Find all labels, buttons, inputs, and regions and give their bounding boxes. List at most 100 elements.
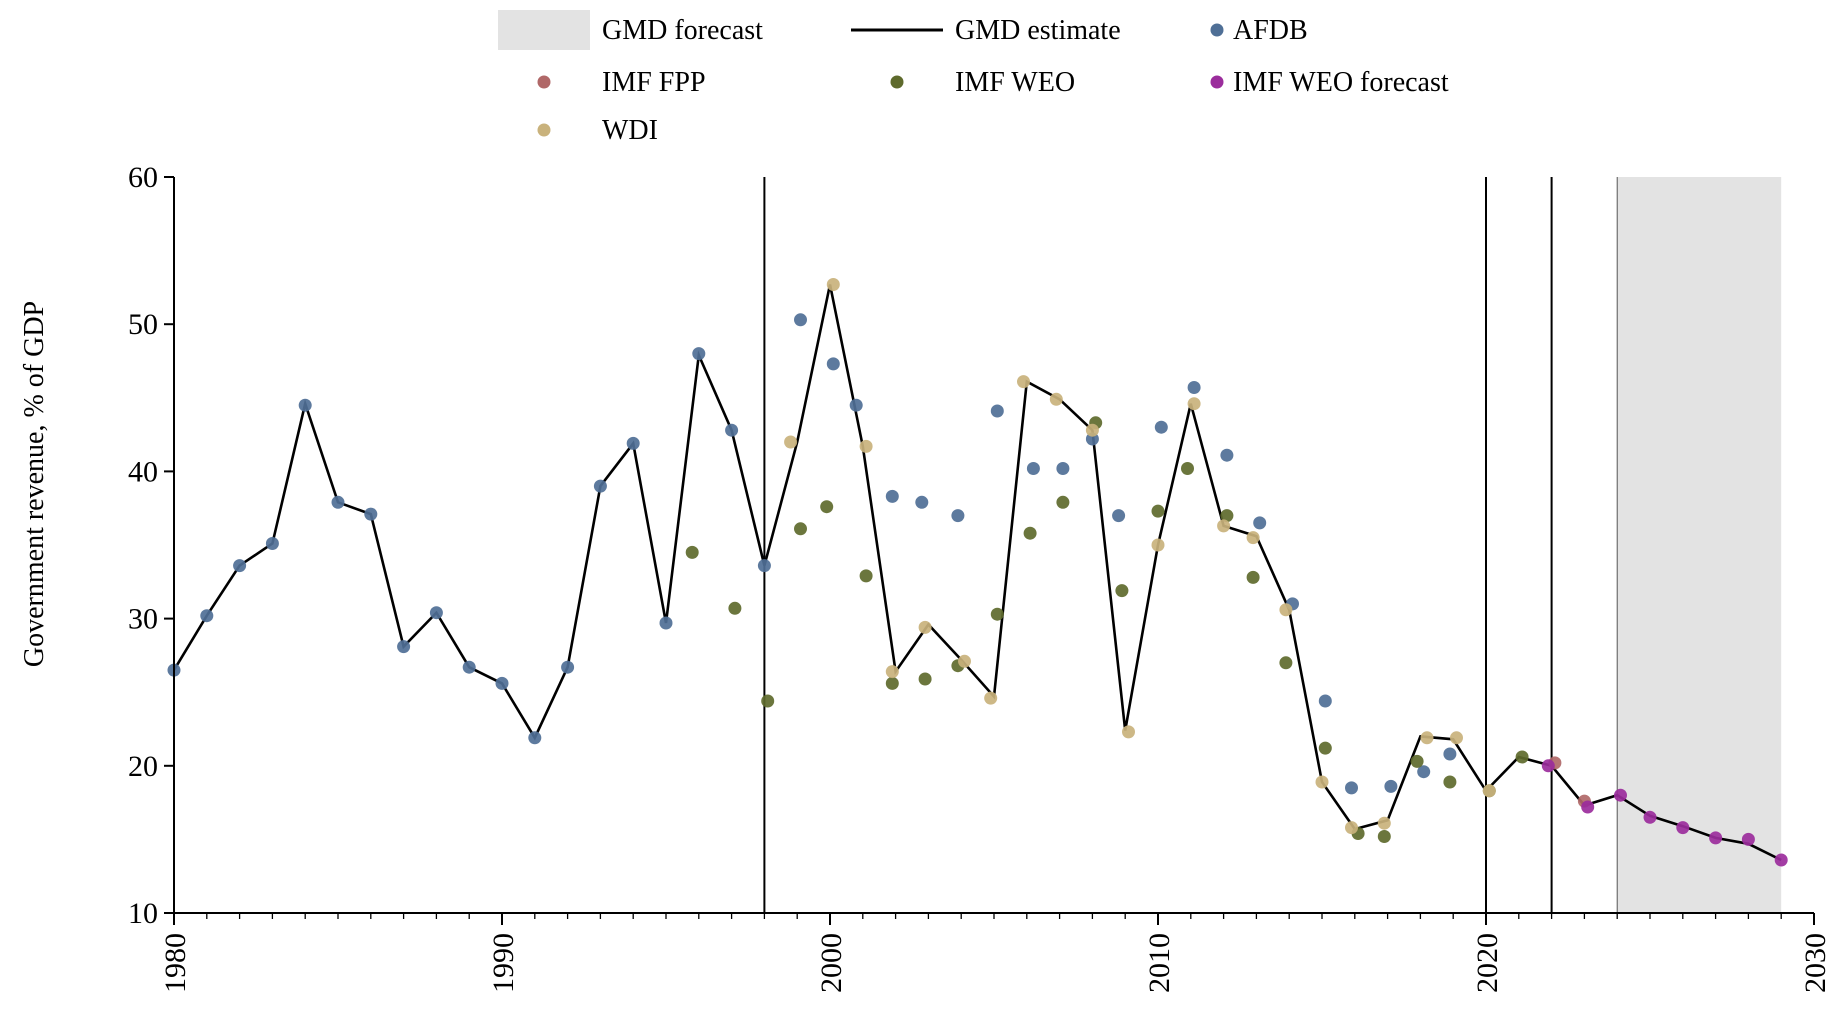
point-imf-weo-forecast [1581,800,1595,814]
point-wdi [958,654,971,668]
point-wdi [1217,519,1231,533]
point-imf-weo [885,676,899,690]
point-imf-weo-forecast [1614,788,1627,802]
legend-label: GMD estimate [955,15,1121,46]
point-imf-weo [1318,741,1332,755]
legend-swatch [498,10,590,50]
point-imf-weo-forecast [1541,759,1555,773]
point-afdb [1443,747,1457,761]
point-afdb [1056,462,1070,475]
point-afdb [990,404,1004,418]
point-wdi [784,435,798,449]
y-tick-label: 20 [128,750,158,783]
legend-item-gmd-estimate: GMD estimate [851,15,1121,46]
y-axis-title: Government revenue, % of GDP [19,301,50,667]
legend-swatch [1210,23,1224,37]
point-afdb [200,609,214,623]
point-imf-weo [1220,509,1234,523]
legend-item-imf-weo-forecast: IMF WEO forecast [1210,67,1449,98]
point-wdi [1345,821,1358,835]
point-imf-weo [1515,750,1529,764]
point-afdb [626,436,640,450]
point-wdi [1122,725,1135,739]
y-tick-label: 10 [128,897,158,930]
point-wdi [1187,397,1201,411]
point-afdb [429,606,443,620]
point-imf-weo [1377,830,1391,843]
point-afdb [1026,462,1040,475]
y-tick-label: 50 [128,308,158,341]
point-afdb [725,423,739,437]
point-wdi [1482,784,1496,798]
x-tick-label: 2020 [1471,933,1504,993]
point-afdb [561,660,575,674]
point-afdb [265,537,279,550]
point-imf-weo [918,672,932,686]
point-imf-weo [1056,495,1070,509]
point-afdb [1112,509,1126,523]
point-imf-weo [685,545,699,559]
point-afdb [826,357,840,371]
x-tick-label: 1980 [159,933,192,993]
point-imf-weo [761,694,775,708]
series-imf-weo-forecast [1541,759,1788,867]
legend-label: IMF WEO [955,67,1075,98]
legend-item-gmd-forecast: GMD forecast [498,10,763,50]
point-imf-weo-forecast [1741,832,1755,846]
point-wdi [1246,531,1260,545]
point-imf-weo [1279,656,1293,670]
point-imf-weo [1181,462,1194,475]
point-afdb [1187,381,1201,394]
legend: GMD forecast GMD estimate AFDB IMF FPP IMF W… [498,10,1449,146]
point-wdi [1420,731,1434,745]
point-afdb [331,495,345,509]
series-line-gmd-estimate [172,284,1782,862]
point-imf-weo [859,569,873,583]
point-wdi [885,665,899,679]
x-tick-label: 2030 [1799,933,1832,993]
legend-swatch [890,75,904,89]
point-imf-weo [1246,570,1260,584]
forecast-region [1617,177,1782,913]
series-afdb [167,313,1457,795]
point-wdi [1151,538,1165,552]
point-wdi [1377,816,1391,830]
point-wdi [984,691,998,705]
point-afdb [1345,781,1358,795]
series-wdi [784,278,1496,835]
point-afdb [397,640,411,654]
point-imf-weo [1151,504,1165,518]
series-imf-fpp [1548,756,1591,808]
series-imf-weo [685,416,1529,843]
point-imf-weo-forecast [1676,821,1690,835]
point-afdb [1154,420,1168,434]
legend-item-imf-fpp: IMF FPP [537,67,706,98]
legend-label: IMF FPP [602,67,706,98]
point-imf-weo [990,607,1004,621]
point-afdb [233,559,247,573]
legend-item-imf-weo: IMF WEO [890,67,1075,98]
point-afdb [915,495,929,509]
legend-swatch [1210,75,1224,89]
legend-item-afdb: AFDB [1210,15,1308,46]
point-afdb [885,489,899,503]
point-afdb [1417,765,1431,779]
x-tick-label: 2000 [815,933,848,993]
point-afdb [462,660,476,674]
point-imf-weo-forecast [1643,810,1657,824]
point-afdb [495,676,509,690]
point-afdb [1318,694,1332,708]
y-tick-label: 60 [128,161,158,194]
point-afdb [1253,516,1267,530]
y-tick-label: 40 [128,455,158,488]
point-imf-weo [1023,526,1037,540]
legend-swatch [537,123,551,137]
legend-swatch [537,75,551,89]
point-afdb [757,559,771,573]
point-wdi [1049,392,1063,406]
point-afdb [692,347,706,361]
legend-label: WDI [602,115,658,146]
point-wdi [1279,603,1293,617]
point-wdi [1315,775,1329,789]
legend-item-wdi: WDI [537,115,658,146]
